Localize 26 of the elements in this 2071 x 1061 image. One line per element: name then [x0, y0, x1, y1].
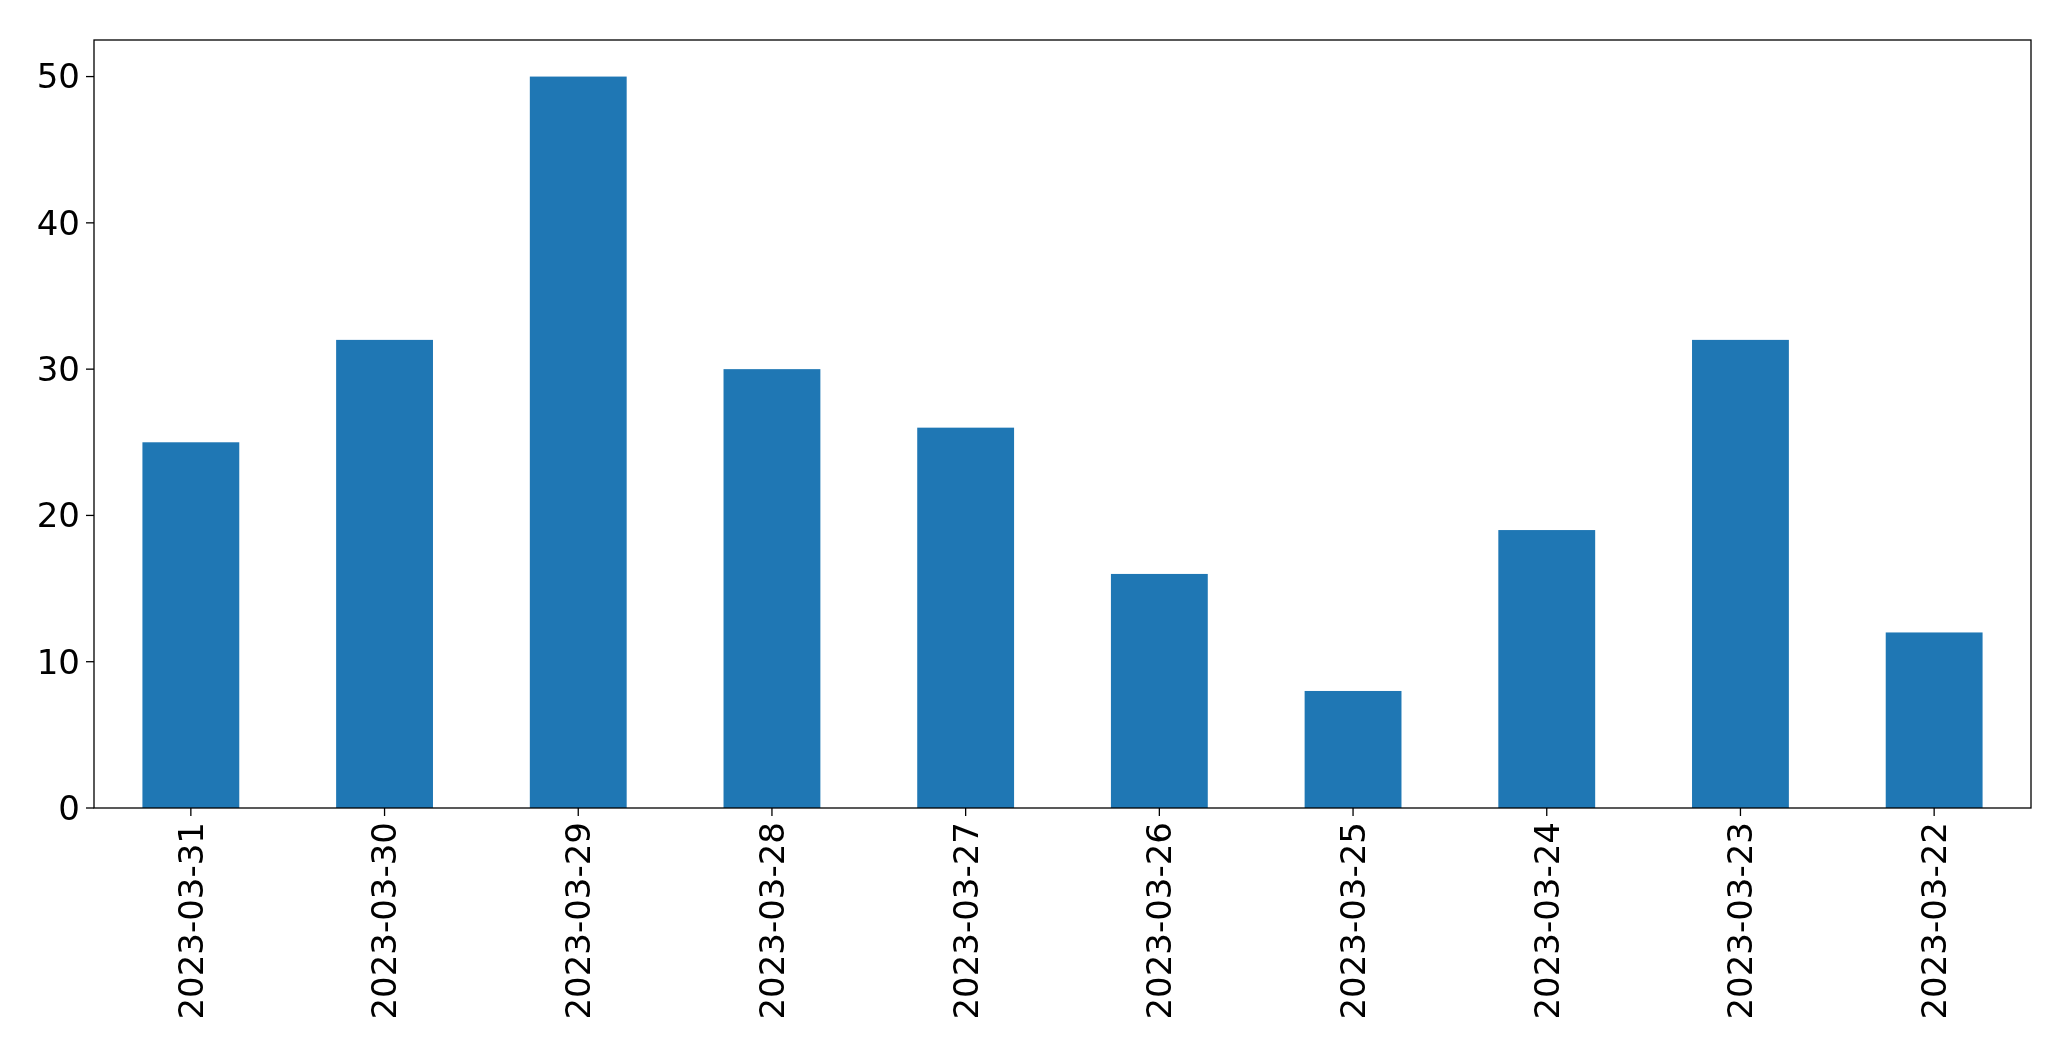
bar: [142, 442, 240, 808]
bar: [336, 339, 433, 808]
bar: [723, 369, 821, 808]
bar: [1498, 530, 1596, 808]
x-tick-label: 2023-03-26: [1139, 822, 1180, 1020]
x-tick-label: 2023-03-31: [170, 822, 211, 1020]
bar: [1110, 573, 1208, 808]
x-tick-label: 2023-03-23: [1720, 822, 1761, 1020]
bar: [1885, 632, 1983, 808]
y-tick-label: 20: [36, 495, 80, 536]
x-tick-label: 2023-03-25: [1332, 822, 1373, 1020]
bar: [917, 427, 1015, 808]
x-tick-label: 2023-03-22: [1914, 822, 1955, 1020]
y-tick-label: 10: [36, 641, 80, 682]
x-tick-label: 2023-03-28: [751, 822, 792, 1020]
x-tick-label: 2023-03-30: [364, 822, 405, 1020]
bar: [529, 76, 627, 808]
y-tick-label: 50: [36, 56, 80, 97]
x-tick-label: 2023-03-27: [945, 822, 986, 1020]
bar: [1304, 690, 1402, 808]
y-tick-label: 40: [36, 202, 80, 243]
y-tick-label: 0: [58, 787, 80, 828]
bar: [1692, 339, 1789, 808]
y-tick-label: 30: [36, 349, 80, 390]
x-tick-label: 2023-03-24: [1526, 822, 1567, 1020]
x-tick-label: 2023-03-29: [558, 822, 599, 1020]
